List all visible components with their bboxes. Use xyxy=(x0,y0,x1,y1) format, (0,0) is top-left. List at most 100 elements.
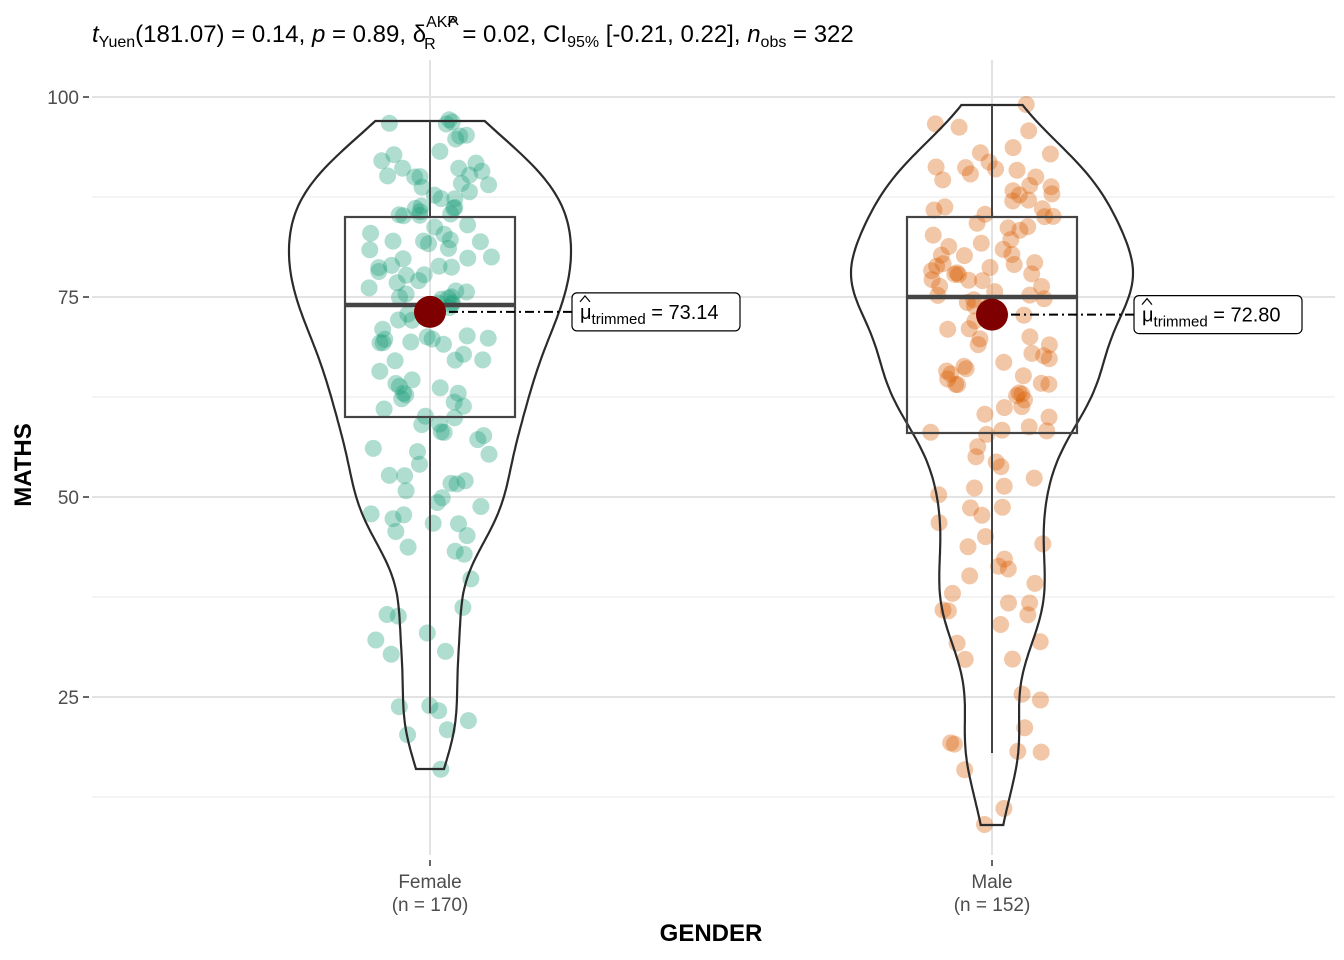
data-point xyxy=(442,474,460,492)
data-point xyxy=(384,232,402,250)
data-point xyxy=(390,311,407,329)
data-point xyxy=(977,528,994,546)
data-point xyxy=(385,146,403,164)
data-point xyxy=(1008,161,1026,179)
data-point xyxy=(942,365,960,383)
data-point xyxy=(976,405,994,423)
title-delta-subscript: R xyxy=(424,36,436,53)
y-tick-label: 25 xyxy=(58,688,79,709)
data-point xyxy=(410,272,428,290)
data-point xyxy=(447,282,465,300)
data-point xyxy=(375,400,393,418)
data-point xyxy=(420,235,437,253)
data-point xyxy=(373,152,391,170)
data-point xyxy=(1000,594,1017,612)
data-point xyxy=(978,425,996,443)
y-tick-label: 100 xyxy=(47,88,79,109)
data-point xyxy=(431,379,449,397)
box-male xyxy=(905,215,1079,435)
data-point xyxy=(1021,328,1039,346)
title-n-value: = 322 xyxy=(786,21,853,48)
x-axis: Female(n = 170) Male(n = 152) xyxy=(392,860,1030,916)
mu-hat-mark xyxy=(579,294,591,303)
data-point xyxy=(390,698,408,716)
mean-label-male: μtrimmed = 72.80 xyxy=(1133,295,1303,335)
data-point xyxy=(431,415,448,433)
data-point xyxy=(1031,691,1049,709)
data-point xyxy=(455,345,472,363)
data-point xyxy=(925,201,943,219)
y-tick-label: 75 xyxy=(58,288,79,309)
data-point xyxy=(388,274,406,292)
mean-label-subscript: trimmed xyxy=(592,311,646,328)
data-point xyxy=(1004,650,1021,668)
data-point xyxy=(432,190,450,208)
data-point xyxy=(361,241,379,259)
data-point xyxy=(987,453,1005,471)
group-male: μtrimmed = 72.80 xyxy=(849,96,1303,833)
data-point xyxy=(930,486,948,504)
data-point xyxy=(1027,168,1045,186)
data-point xyxy=(397,285,415,303)
data-point xyxy=(452,174,470,192)
data-point xyxy=(360,279,378,297)
data-point xyxy=(957,159,975,177)
data-point xyxy=(1010,186,1028,204)
data-point xyxy=(931,277,949,295)
data-point xyxy=(955,247,973,265)
data-point xyxy=(455,545,473,563)
data-point xyxy=(394,250,412,268)
points-male xyxy=(922,96,1062,833)
data-point xyxy=(1035,347,1053,365)
data-point xyxy=(445,393,463,411)
data-point xyxy=(374,320,392,338)
data-point xyxy=(411,168,429,186)
data-point xyxy=(423,330,441,348)
data-point xyxy=(1015,306,1033,324)
data-point xyxy=(1043,185,1061,203)
data-point xyxy=(972,234,990,252)
data-point xyxy=(395,384,413,402)
data-point xyxy=(430,702,448,720)
title-t-symbol: t xyxy=(92,21,100,48)
data-point xyxy=(446,199,464,216)
data-point xyxy=(391,288,408,306)
data-point xyxy=(406,168,424,186)
data-point xyxy=(467,154,485,172)
data-point xyxy=(1019,218,1037,236)
mean-label-subscript: trimmed xyxy=(1154,314,1208,331)
data-point xyxy=(944,584,961,602)
data-point xyxy=(956,650,974,668)
data-point xyxy=(999,219,1017,237)
title-t-subscript: Yuen xyxy=(99,34,135,51)
mu-hat-mark xyxy=(1141,297,1153,305)
x-category-count-female: (n = 170) xyxy=(392,895,469,916)
delta-hat-mark xyxy=(447,16,459,26)
data-point xyxy=(1023,344,1041,362)
data-point xyxy=(976,205,994,223)
data-point xyxy=(435,225,453,243)
mean-label-mu: μ xyxy=(1142,305,1154,327)
data-point xyxy=(397,482,415,500)
mean-label-mu: μ xyxy=(580,302,592,324)
data-point xyxy=(940,238,958,255)
data-point xyxy=(440,111,458,129)
data-point xyxy=(1020,418,1038,436)
mean-label-box xyxy=(571,292,741,332)
data-point xyxy=(469,431,487,449)
data-point xyxy=(1026,574,1044,592)
data-point xyxy=(428,494,446,511)
y-axis-title: MATHS xyxy=(10,423,37,507)
data-point xyxy=(480,445,498,463)
data-point xyxy=(362,224,380,242)
data-point xyxy=(942,734,960,752)
data-point xyxy=(936,198,954,216)
data-point xyxy=(1026,254,1044,272)
data-point xyxy=(390,206,408,224)
data-point xyxy=(374,334,392,352)
data-point xyxy=(973,272,991,290)
y-axis: 25 50 75 100 xyxy=(47,88,89,709)
title-delta-symbol: δ xyxy=(413,21,426,48)
mean-label-female: μtrimmed = 73.14 xyxy=(571,292,741,332)
data-point xyxy=(993,498,1011,516)
